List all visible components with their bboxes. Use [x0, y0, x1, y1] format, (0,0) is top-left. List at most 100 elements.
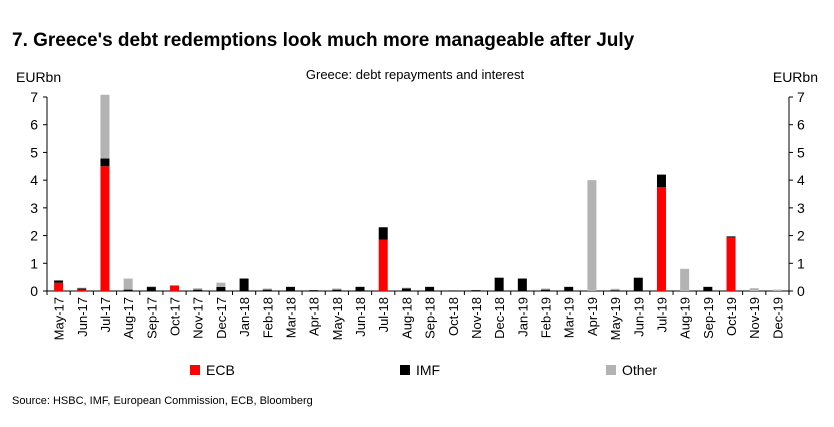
bar-imf-nov-17: [193, 289, 203, 291]
x-tick-label: Apr-19: [585, 297, 600, 336]
x-tick-label: Dec-18: [492, 297, 507, 339]
chart-subtitle: Greece: debt repayments and interest: [306, 67, 525, 82]
bar-imf-sep-17: [146, 286, 156, 291]
x-tick-label: Apr-18: [307, 297, 322, 336]
bar-imf-dec-17: [216, 286, 226, 291]
x-tick-label: Nov-17: [191, 297, 206, 339]
bar-other-feb-18: [262, 288, 272, 290]
bar-imf-may-17: [54, 280, 64, 283]
bar-other-aug-18: [401, 287, 411, 289]
x-tick-label: Nov-18: [469, 297, 484, 339]
x-tick-label: May-18: [330, 297, 345, 340]
y-axis-label-left: EURbn: [16, 69, 61, 85]
bar-imf-aug-17: [123, 289, 133, 291]
x-tick-label: Jan-18: [237, 297, 252, 337]
legend-swatch-ecb: [190, 365, 200, 375]
bar-imf-jul-18: [378, 227, 388, 240]
x-tick-label: May-17: [52, 297, 67, 340]
y-tick-label-left: 1: [30, 255, 38, 271]
bar-imf-may-18: [332, 289, 342, 291]
legend-swatch-imf: [400, 365, 410, 375]
x-tick-label: Mar-19: [562, 297, 577, 338]
y-tick-label-right: 6: [797, 117, 805, 133]
x-tick-label: Oct-17: [168, 297, 183, 336]
x-tick-label: May-19: [608, 297, 623, 340]
bar-other-aug-17: [123, 278, 133, 290]
x-tick-label: Jun-18: [353, 297, 368, 337]
source-note: Source: HSBC, IMF, European Commission, …: [12, 395, 313, 407]
y-tick-label-right: 7: [797, 89, 805, 105]
bar-imf-mar-19: [564, 286, 574, 291]
x-tick-label: Jul-19: [654, 297, 669, 332]
bar-other-nov-17: [193, 288, 203, 290]
y-tick-label-left: 4: [30, 172, 38, 188]
bar-imf-feb-19: [541, 289, 551, 291]
x-tick-label: Mar-18: [283, 297, 298, 338]
bar-imf-jul-19: [656, 174, 666, 188]
bar-imf-dec-18: [494, 277, 504, 291]
bar-other-jun-17: [77, 287, 87, 289]
x-tick-label: Jun-19: [631, 297, 646, 337]
page-title: 7. Greece's debt redemptions look much m…: [12, 30, 635, 51]
bar-imf-feb-18: [262, 289, 272, 291]
bar-imf-jun-18: [355, 286, 365, 291]
bar-other-nov-19: [749, 288, 759, 291]
x-tick-label: Oct-18: [446, 297, 461, 336]
x-tick-label: Dec-19: [770, 297, 785, 339]
bar-ecb-may-17: [54, 282, 64, 291]
y-tick-label-right: 4: [797, 172, 805, 188]
x-tick-label: Nov-19: [747, 297, 762, 339]
bar-imf-apr-18: [309, 290, 319, 291]
y-tick-label-left: 5: [30, 144, 38, 160]
x-tick-label: Aug-17: [121, 297, 136, 339]
bar-other-dec-17: [216, 282, 226, 287]
x-tick-label: Feb-19: [539, 297, 554, 338]
bar-ecb-jul-19: [656, 187, 666, 291]
y-tick-label-left: 0: [30, 283, 38, 299]
x-tick-label: Jul-17: [98, 297, 113, 332]
y-tick-label-right: 5: [797, 144, 805, 160]
x-tick-label: Sep-18: [423, 297, 438, 339]
x-tick-label: Aug-18: [399, 297, 414, 339]
bar-imf-sep-19: [703, 286, 713, 291]
x-tick-label: Jul-18: [376, 297, 391, 332]
y-tick-label-right: 0: [797, 283, 805, 299]
y-tick-label-left: 3: [30, 200, 38, 216]
x-tick-label: Sep-19: [701, 297, 716, 339]
bar-other-aug-19: [680, 268, 690, 291]
bar-ecb-oct-17: [170, 285, 180, 291]
x-tick-label: Sep-17: [144, 297, 159, 339]
bar-other-jul-17: [100, 94, 110, 159]
bar-imf-jun-17: [77, 288, 87, 290]
bar-other-may-19: [610, 288, 620, 291]
y-axis-label-right: EURbn: [773, 69, 818, 85]
x-tick-label: Oct-19: [724, 297, 739, 336]
bar-imf-jan-18: [239, 278, 249, 291]
y-tick-label-left: 6: [30, 117, 38, 133]
x-tick-label: Jan-19: [515, 297, 530, 337]
x-tick-label: Jun-17: [75, 297, 90, 337]
legend-swatch-other: [606, 365, 616, 375]
bar-imf-mar-18: [285, 286, 295, 291]
legend-item-imf: IMF: [400, 362, 440, 378]
y-tick-label-right: 1: [797, 255, 805, 271]
bar-imf-aug-18: [401, 288, 411, 291]
x-tick-label: Aug-19: [678, 297, 693, 339]
legend-label-other: Other: [622, 362, 658, 378]
y-tick-label-left: 2: [30, 228, 38, 244]
bar-ecb-jun-17: [77, 289, 87, 291]
bar-other-sep-17: [146, 286, 156, 288]
legend-label-ecb: ECB: [206, 362, 235, 378]
bar-ecb-oct-19: [726, 236, 736, 291]
y-tick-label-right: 3: [797, 200, 805, 216]
legend-item-other: Other: [606, 362, 657, 378]
bar-imf-oct-18: [448, 290, 458, 292]
y-tick-label-right: 2: [797, 228, 805, 244]
bar-imf-jan-19: [517, 278, 527, 291]
bar-other-feb-19: [541, 288, 551, 290]
legend-label-imf: IMF: [416, 362, 441, 378]
bar-imf-jun-19: [633, 277, 643, 291]
x-tick-label: Feb-18: [260, 297, 275, 338]
bar-imf-may-19: [610, 290, 620, 291]
